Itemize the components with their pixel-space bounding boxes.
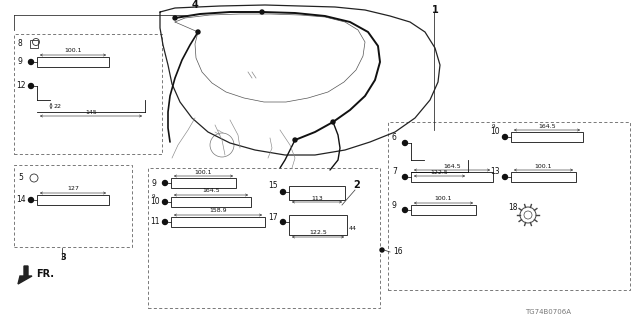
Circle shape (331, 120, 335, 124)
Text: 145: 145 (85, 109, 97, 115)
Text: 11: 11 (150, 218, 159, 227)
Circle shape (163, 220, 168, 225)
Text: 122.5: 122.5 (309, 230, 327, 236)
Bar (289, 186, 345, 200)
Text: 6: 6 (392, 133, 397, 142)
Text: 18: 18 (508, 204, 518, 212)
Bar (148, 168, 380, 308)
Text: 15: 15 (268, 181, 278, 190)
Bar (30, 40, 38, 48)
Text: 5: 5 (18, 173, 23, 182)
Text: 8: 8 (18, 39, 23, 49)
Text: 100.1: 100.1 (435, 196, 452, 202)
Circle shape (403, 174, 408, 180)
Bar (14, 34, 162, 154)
Bar (511, 132, 583, 142)
Circle shape (293, 138, 297, 142)
Bar (37, 57, 109, 67)
Text: 127: 127 (67, 187, 79, 191)
Text: 100.1: 100.1 (535, 164, 552, 169)
Text: 13: 13 (490, 167, 500, 177)
Text: 100.1: 100.1 (195, 170, 212, 174)
Text: 44: 44 (349, 226, 357, 230)
Text: 16: 16 (393, 247, 403, 257)
Circle shape (163, 199, 168, 204)
Text: 100.1: 100.1 (64, 49, 82, 53)
Text: 4: 4 (192, 0, 199, 10)
Text: 9: 9 (152, 179, 157, 188)
Circle shape (403, 207, 408, 212)
Text: 10: 10 (150, 197, 159, 206)
Text: 9: 9 (392, 201, 397, 210)
Text: 9: 9 (152, 194, 156, 198)
Text: 122.5: 122.5 (431, 170, 449, 174)
Polygon shape (18, 266, 32, 284)
Bar (37, 195, 109, 205)
Circle shape (196, 30, 200, 34)
Circle shape (163, 180, 168, 186)
Circle shape (380, 248, 384, 252)
Text: 12: 12 (16, 82, 26, 91)
Text: 113: 113 (311, 196, 323, 201)
Bar (411, 205, 476, 215)
Text: 158.9: 158.9 (209, 209, 227, 213)
Text: 22: 22 (54, 103, 62, 108)
Text: 9: 9 (18, 58, 23, 67)
Text: 9: 9 (492, 124, 495, 129)
Text: 2: 2 (353, 180, 360, 190)
Bar (511, 172, 576, 182)
Text: 10: 10 (490, 127, 500, 137)
Bar (388, 122, 630, 290)
Text: 164.5: 164.5 (202, 188, 220, 194)
Circle shape (403, 140, 408, 146)
Circle shape (280, 220, 285, 225)
Circle shape (173, 16, 177, 20)
Text: FR.: FR. (36, 269, 54, 279)
Text: 164.5: 164.5 (443, 164, 461, 169)
Bar (171, 178, 236, 188)
Text: 1: 1 (432, 5, 439, 15)
Text: 7: 7 (392, 167, 397, 177)
Text: 14: 14 (16, 196, 26, 204)
Circle shape (29, 84, 33, 89)
Bar (171, 217, 265, 227)
Text: TG74B0706A: TG74B0706A (525, 309, 571, 315)
Circle shape (502, 174, 508, 180)
Text: 17: 17 (268, 212, 278, 221)
Bar (171, 197, 251, 207)
Text: 3: 3 (60, 253, 66, 262)
Text: 164.5: 164.5 (538, 124, 556, 129)
Bar (411, 172, 493, 182)
Bar (289, 215, 347, 235)
Circle shape (29, 60, 33, 65)
Circle shape (29, 197, 33, 203)
Circle shape (260, 10, 264, 14)
Circle shape (280, 189, 285, 195)
Circle shape (502, 134, 508, 140)
Bar (14, 165, 132, 247)
